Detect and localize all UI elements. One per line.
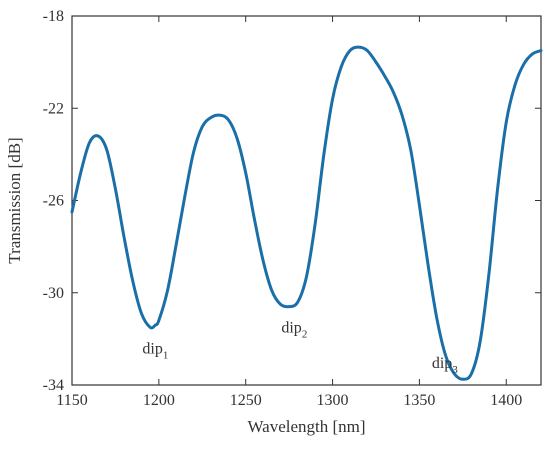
x-tick-label: 1300 bbox=[317, 392, 349, 409]
x-tick-label: 1250 bbox=[230, 392, 262, 409]
dip-label-subscript: 2 bbox=[302, 329, 308, 341]
y-tick-label: -26 bbox=[43, 193, 64, 210]
dip-label-1: dip1 bbox=[142, 340, 168, 361]
y-tick-label: -30 bbox=[43, 285, 64, 302]
dip-label-2: dip2 bbox=[281, 320, 307, 341]
dip-label-subscript: 3 bbox=[452, 364, 458, 376]
y-tick-label: -18 bbox=[43, 8, 64, 25]
y-tick-label: -22 bbox=[43, 100, 64, 117]
x-axis-label: Wavelength [nm] bbox=[247, 417, 365, 436]
y-axis-label: Transmission [dB] bbox=[5, 137, 24, 263]
x-tick-label: 1150 bbox=[56, 392, 87, 409]
y-tick-label: -34 bbox=[43, 377, 64, 394]
x-tick-label: 1350 bbox=[403, 392, 435, 409]
series-layer bbox=[70, 45, 543, 381]
x-tick-label: 1400 bbox=[490, 392, 522, 409]
ticks: 1150 1200 1250 1300 1350 1400 -18 -22 -26 -30 -34 bbox=[43, 8, 541, 409]
dip-label-subscript: 1 bbox=[163, 349, 169, 361]
series-line-0 bbox=[70, 45, 543, 381]
dip-label-3: dip3 bbox=[432, 355, 458, 376]
annotations: dip1 dip2 dip3 bbox=[142, 320, 458, 376]
x-tick-label: 1200 bbox=[143, 392, 175, 409]
